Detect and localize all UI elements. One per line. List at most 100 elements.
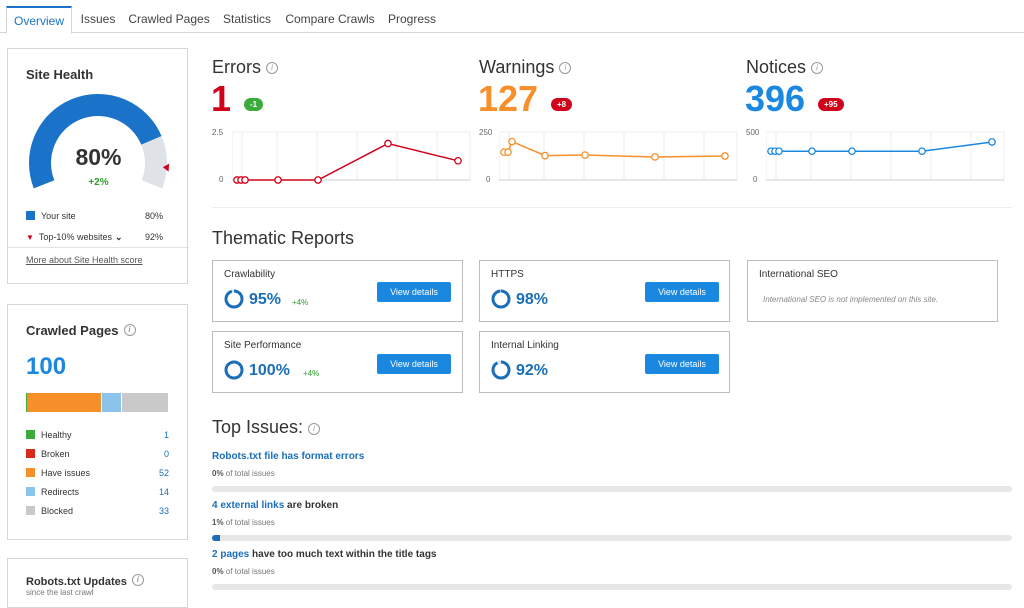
robots-card: Robots.txt Updates i since the last crawl — [7, 558, 188, 608]
issue-text: are broken — [284, 500, 339, 511]
metric-value[interactable]: 1 — [211, 78, 232, 119]
ring-icon — [491, 289, 511, 309]
legend-blocked: Blocked — [26, 506, 73, 516]
info-icon[interactable]: i — [123, 324, 136, 336]
site-health-link[interactable]: More about Site Health score — [26, 255, 143, 265]
legend-value[interactable]: 14 — [158, 487, 169, 497]
sparkline-point[interactable] — [541, 151, 549, 160]
legend-swatch — [26, 487, 35, 496]
site-health-value: 80% — [75, 144, 122, 170]
thematic-title: Thematic Reports — [212, 228, 355, 248]
info-icon[interactable]: i — [308, 423, 321, 435]
legend-value[interactable]: 1 — [163, 430, 169, 440]
site-health-title: Site Health — [26, 67, 94, 82]
info-icon[interactable]: i — [559, 62, 572, 74]
view-details-button[interactable]: View details — [377, 354, 451, 374]
axis-max-label: 500 — [746, 128, 760, 137]
legend-your-site-value: 80% — [144, 211, 163, 221]
report-name: HTTPS — [491, 269, 524, 280]
info-icon[interactable]: i — [811, 62, 824, 74]
sparkline-point[interactable] — [848, 147, 856, 156]
issue-link[interactable]: 2 pages — [212, 549, 250, 560]
legend-label: Blocked — [41, 506, 74, 516]
issue-title: Robots.txt file has format errors — [212, 451, 364, 462]
sparkline-point[interactable] — [274, 176, 282, 184]
sparkline-point[interactable] — [651, 153, 659, 161]
legend-value[interactable]: 33 — [158, 506, 169, 516]
view-details-button[interactable]: View details — [645, 282, 719, 302]
issue-bar — [212, 486, 1012, 492]
sparkline-line — [504, 140, 726, 158]
stack-segment-have-issues[interactable] — [27, 393, 101, 412]
triangle-down-icon: ▼ — [26, 233, 34, 242]
sparkline-point[interactable] — [504, 148, 512, 157]
site-health-change: +2% — [88, 177, 109, 188]
tab-issues[interactable]: Issues — [80, 12, 116, 26]
axis-min-label: 0 — [486, 175, 491, 184]
sparkline-point[interactable] — [384, 139, 392, 148]
issue-sub-text: of total issues — [225, 567, 275, 576]
metric-value[interactable]: 127 — [478, 78, 539, 119]
issue-link[interactable]: Robots.txt file has format errors — [212, 451, 365, 462]
issue-pct: 0% — [212, 469, 224, 478]
legend-your-site: Your site — [26, 211, 76, 221]
sparkline-point[interactable] — [775, 147, 783, 156]
metric-badge: +8 — [551, 98, 573, 111]
metric-value[interactable]: 396 — [745, 78, 806, 119]
stack-segment-redirects[interactable] — [102, 393, 121, 412]
sparkline-point[interactable] — [721, 152, 729, 160]
tab-overview[interactable]: Overview — [6, 6, 72, 34]
view-details-button[interactable]: View details — [377, 282, 451, 302]
legend-value[interactable]: 52 — [158, 468, 169, 478]
tab-crawled-pages[interactable]: Crawled Pages — [128, 12, 210, 26]
legend-value[interactable]: 0 — [163, 449, 169, 459]
issue-text: have too much text within the title tags — [249, 549, 437, 560]
crawled-pages-total: 100 — [26, 353, 67, 380]
tab-progress[interactable]: Progress — [387, 12, 437, 26]
stack-segment-healthy[interactable] — [26, 393, 28, 412]
legend-top10[interactable]: ▼ Top-10% websites ⌄ — [26, 232, 123, 243]
legend-label: Healthy — [41, 430, 72, 440]
metric-title: Errors i — [212, 57, 278, 78]
metric-title-text: Errors — [212, 57, 261, 77]
issue-sub-text: of total issues — [225, 518, 275, 527]
sparkline-point[interactable] — [508, 137, 516, 146]
issue-link[interactable]: 4 external links — [212, 500, 285, 511]
sparkline-point[interactable] — [581, 151, 589, 159]
report-https: HTTPS 98% View details — [479, 260, 730, 322]
stack-segment-blocked[interactable] — [122, 393, 169, 412]
report-crawlability: Crawlability 95% +4% View details — [212, 260, 463, 322]
info-icon[interactable]: i — [131, 574, 144, 586]
sparkline-line — [237, 142, 459, 181]
report-international-seo: International SEO International SEO is n… — [747, 260, 998, 322]
report-pct: 95% — [249, 291, 282, 308]
view-details-button[interactable]: View details — [645, 354, 719, 374]
issue-sub: 0% of total issues — [212, 469, 275, 478]
sparkline-point[interactable] — [988, 138, 996, 146]
report-name: International SEO — [759, 269, 838, 280]
issue-sub: 1% of total issues — [212, 518, 275, 527]
issue-sub: 0% of total issues — [212, 567, 275, 576]
sparkline-point[interactable] — [241, 176, 249, 184]
sparkline-point[interactable] — [454, 156, 462, 165]
crawled-pages-title-text: Crawled Pages — [26, 323, 119, 338]
issue-sub-text: of total issues — [225, 469, 275, 478]
tab-statistics[interactable]: Statistics — [222, 12, 271, 26]
top-issues-title-text: Top Issues: — [212, 417, 304, 437]
info-icon[interactable]: i — [266, 62, 278, 74]
sparkline-point[interactable] — [918, 147, 926, 156]
axis-max-label: 250 — [479, 128, 493, 137]
legend-swatch — [26, 506, 35, 515]
metric-title-text: Notices — [746, 57, 807, 77]
legend-healthy: Healthy — [26, 430, 72, 440]
legend-label: Your site — [41, 211, 76, 221]
tab-bar: Overview Issues Crawled Pages Statistics… — [0, 0, 1024, 34]
report-note: International SEO is not implemented on … — [763, 295, 939, 304]
sparkline-point[interactable] — [808, 147, 816, 156]
sparkline-point[interactable] — [314, 176, 322, 184]
ring-icon — [224, 360, 244, 380]
tab-compare-crawls[interactable]: Compare Crawls — [285, 12, 375, 26]
report-pct: 100% — [249, 362, 290, 379]
robots-title-text: Robots.txt Updates — [26, 576, 127, 588]
issue-pct: 0% — [212, 567, 224, 576]
